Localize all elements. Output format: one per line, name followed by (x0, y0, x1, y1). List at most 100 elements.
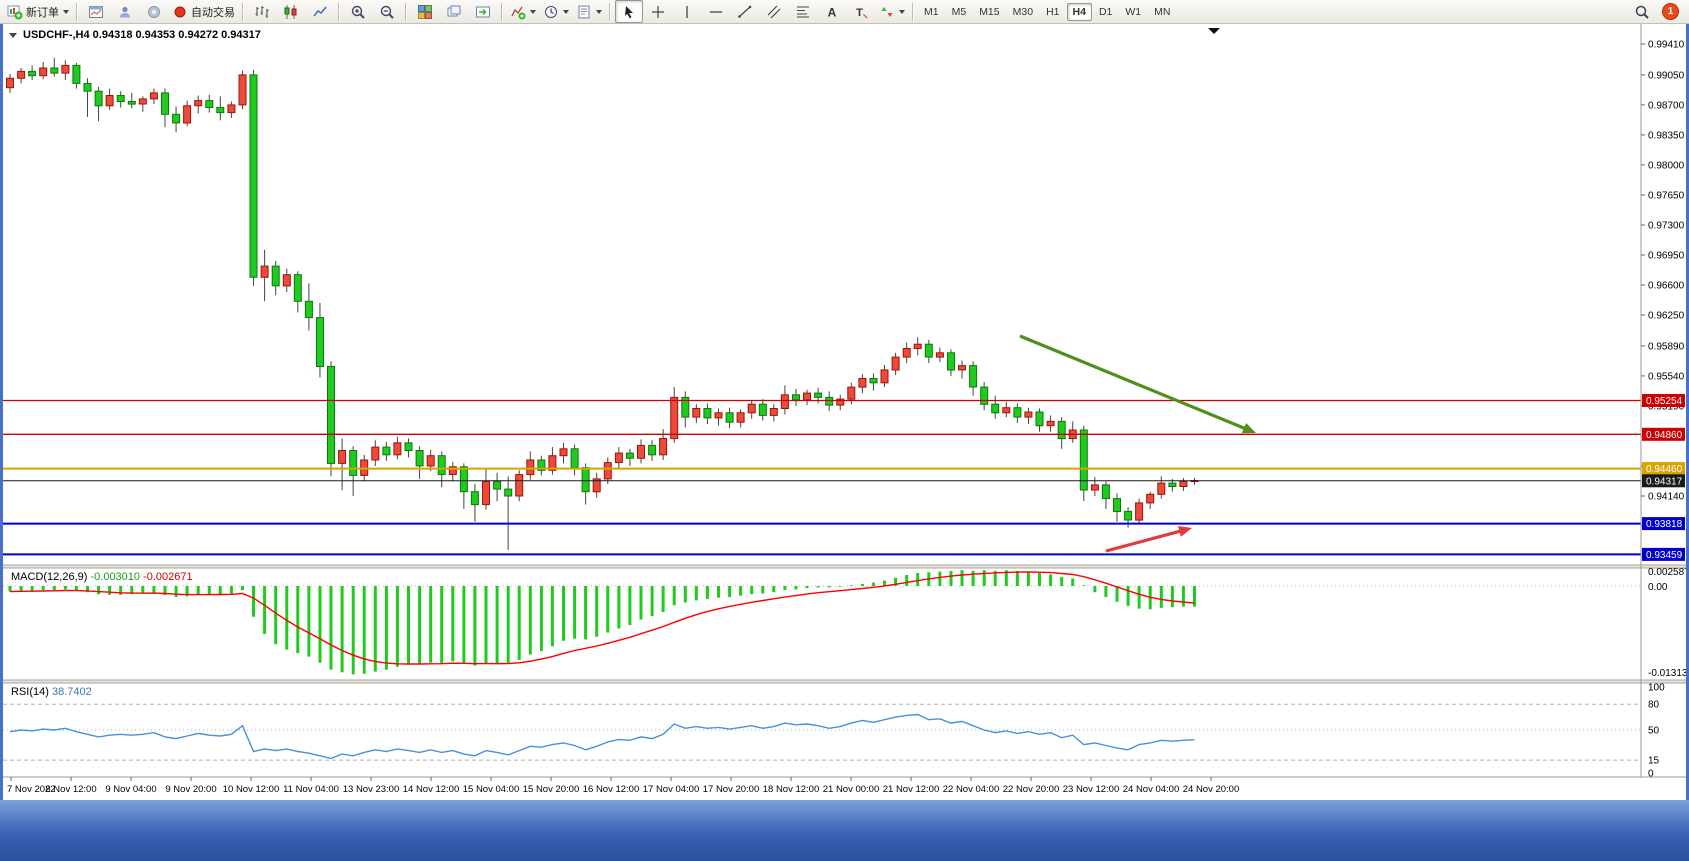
profile-button[interactable] (111, 0, 139, 23)
templates-button[interactable] (573, 0, 605, 23)
horizontal-line-button[interactable] (702, 0, 730, 23)
chart-window: 0.99410 0.99050 0.98700 0.98350 0.98000 0.976… (0, 24, 1689, 800)
auto-trading-label: 自动交易 (191, 6, 235, 19)
candlestick-chart-button[interactable] (277, 0, 305, 23)
toolbar-right: 1 (1628, 0, 1685, 23)
price-box-0.94317: 0.94317 (1642, 474, 1685, 488)
time-label: 15 Nov 20:00 (523, 784, 580, 795)
chart-background (3, 24, 1686, 800)
cursor-button[interactable] (615, 0, 643, 23)
clock-icon (545, 5, 557, 18)
toolbar-separator (501, 2, 503, 21)
bar-chart-button[interactable] (248, 0, 276, 23)
chart-shift-button[interactable] (469, 0, 497, 23)
signal-arrow-up[interactable] (1105, 526, 1192, 553)
price-box-0.94860: 0.94860 (1642, 427, 1685, 441)
fibonacci-button[interactable] (789, 0, 817, 23)
chart-canvas[interactable]: 0.99410 0.99050 0.98700 0.98350 0.98000 0.976… (3, 24, 1686, 800)
timeframe-M30-button[interactable]: M30 (1012, 5, 1034, 18)
auto-trading-button[interactable]: 自动交易 (169, 0, 238, 23)
price-tick: 0.96600 (1648, 281, 1685, 292)
price-tick: 0.96250 (1648, 311, 1685, 322)
trendline-button[interactable] (731, 0, 759, 23)
channel-icon (767, 5, 781, 18)
toolbar-separator (609, 2, 611, 21)
text-label-button[interactable]: T (847, 0, 875, 23)
time-label: 22 Nov 04:00 (943, 784, 1000, 795)
arrange-icon (447, 5, 461, 16)
timeframe-M1-button[interactable]: M1 (924, 5, 939, 18)
svg-text:0.95254: 0.95254 (1646, 396, 1683, 407)
svg-text:0.94860: 0.94860 (1646, 430, 1683, 441)
price-tick: 0.95890 (1648, 341, 1685, 352)
time-label: 17 Nov 04:00 (643, 784, 700, 795)
trend-arrow-down[interactable] (1019, 334, 1256, 434)
template-icon (578, 5, 590, 18)
indicators-button[interactable] (507, 0, 539, 23)
timeframe-M5-button[interactable]: M5 (951, 5, 967, 18)
timeframe-H4-button[interactable]: H4 (1066, 2, 1092, 21)
zoom-out-button[interactable] (373, 0, 401, 23)
vline-icon (686, 5, 688, 18)
tile-windows-button[interactable] (411, 0, 439, 23)
chart-shift-marker[interactable] (1208, 28, 1220, 34)
auto-trading-icon (174, 6, 186, 17)
pane-divider[interactable] (3, 680, 1686, 683)
zoom-in-icon (351, 5, 365, 19)
news-button[interactable] (140, 0, 168, 23)
channel-button[interactable] (760, 0, 788, 23)
text-button[interactable]: A (818, 0, 846, 23)
price-tick: 0.99050 (1648, 70, 1685, 81)
indicator-icon (511, 6, 526, 19)
timeframe-D1-button[interactable]: D1 (1098, 5, 1113, 18)
chart-collapse-icon[interactable] (9, 33, 17, 38)
rsi-label: RSI(14) 38.7402 (11, 686, 92, 698)
timeframe-W1-button[interactable]: W1 (1125, 5, 1142, 18)
toolbar-separator (242, 2, 244, 21)
vertical-line-button[interactable] (673, 0, 701, 23)
charts-window-button[interactable] (82, 0, 110, 23)
svg-text:T: T (856, 7, 863, 19)
time-label: 11 Nov 04:00 (283, 784, 339, 795)
arrange-windows-button[interactable] (440, 0, 468, 23)
macd-scale-zero: 0.00 (1648, 582, 1668, 593)
pane-divider[interactable] (3, 565, 1686, 568)
time-label: 14 Nov 12:00 (403, 784, 460, 795)
news-icon (148, 5, 160, 18)
new-order-button[interactable]: 新订单 (4, 0, 72, 23)
price-box-0.93459: 0.93459 (1642, 547, 1685, 561)
time-label: 22 Nov 20:00 (1003, 784, 1060, 795)
line-chart-button[interactable] (306, 0, 334, 23)
timeframe-M15-button[interactable]: M15 (979, 5, 1000, 18)
price-box-0.94460: 0.94460 (1642, 462, 1685, 476)
price-scale[interactable]: 0.99410 0.99050 0.98700 0.98350 0.98000 0.976… (1640, 24, 1686, 780)
timeframe-MN-button[interactable]: MN (1154, 5, 1171, 18)
chevron-down-icon (563, 9, 569, 14)
time-label: 24 Nov 20:00 (1183, 784, 1240, 795)
notification-badge[interactable]: 1 (1662, 3, 1679, 20)
time-label: 13 Nov 23:00 (343, 784, 400, 795)
timeframe-H1-button[interactable]: H1 (1046, 5, 1060, 18)
profile-icon (120, 6, 130, 17)
candles-icon (284, 4, 297, 19)
macd-scale-top: 0.002587 (1648, 567, 1686, 578)
chevron-down-icon (899, 9, 905, 14)
magnifier-icon (1635, 5, 1649, 19)
search-button[interactable] (1628, 0, 1656, 23)
periods-button[interactable] (540, 0, 572, 23)
chart-window-icon (89, 5, 103, 18)
new-order-icon (7, 5, 23, 19)
price-tick: 0.97650 (1648, 191, 1685, 202)
toolbar-separator (912, 2, 914, 21)
arrow-objects-button[interactable] (876, 0, 908, 23)
zoom-in-button[interactable] (344, 0, 372, 23)
new-order-label: 新订单 (26, 6, 59, 19)
hline-icon (710, 10, 722, 13)
toolbar-separator (405, 2, 407, 21)
candlestick-series (6, 57, 1199, 550)
crosshair-button[interactable] (644, 0, 672, 23)
svg-text:0.93459: 0.93459 (1646, 550, 1683, 561)
time-label: 9 Nov 04:00 (105, 784, 156, 795)
time-label: 10 Nov 12:00 (223, 784, 280, 795)
